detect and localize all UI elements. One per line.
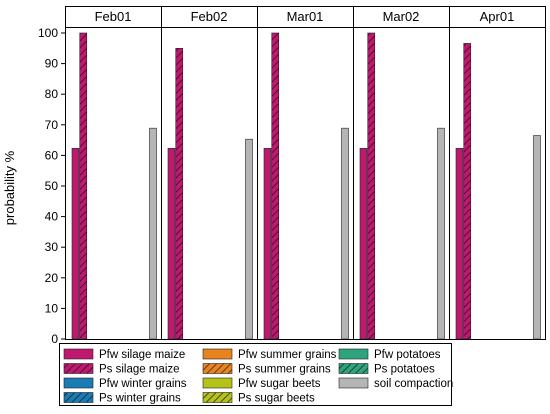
y-tick-label: 70: [45, 118, 59, 132]
legend-label: Ps potatoes: [374, 364, 435, 376]
bar-pfw-silage-maize: [167, 148, 176, 340]
legend-swatch: [338, 348, 369, 360]
bar-ps-silage-maize: [463, 43, 472, 340]
legend-item-pfw-potatoes: Pfw potatoes: [338, 348, 441, 361]
bar-soil-compaction: [341, 127, 349, 340]
legend-swatch: [338, 363, 369, 374]
legend-label: Ps silage maize: [99, 364, 180, 376]
panel-mar01: [257, 27, 354, 340]
bar-ps-silage-maize: [271, 32, 280, 340]
panel-feb02: [161, 27, 258, 340]
facet-header-label: Apr01: [480, 9, 515, 24]
y-tick-label: 80: [45, 87, 59, 101]
legend-swatch: [202, 392, 233, 403]
legend-item-pfw-sugar-beets: Pfw sugar beets: [202, 377, 321, 390]
legend: Pfw silage maize Pfw summer grains Pfw pot…: [59, 343, 453, 406]
legend-label: Ps summer grains: [238, 364, 331, 376]
legend-item-pfw-summer-grains: Pfw summer grains: [202, 348, 337, 361]
panel-feb01: [65, 27, 162, 340]
facet-header-label: Mar02: [383, 9, 420, 24]
y-tick-label: 50: [45, 179, 59, 193]
legend-swatch: [63, 348, 94, 360]
legend-label: Ps sugar beets: [238, 393, 315, 405]
bar-pfw-silage-maize: [263, 148, 272, 340]
legend-item-soil-compaction: soil compaction: [338, 377, 453, 390]
legend-item-ps-potatoes: Ps potatoes: [338, 363, 435, 376]
facet-header-label: Mar01: [287, 9, 324, 24]
bar-soil-compaction: [437, 127, 445, 340]
y-axis: 0 10 20 30 40 50 60 70 80 90 100: [38, 26, 66, 346]
legend-swatch: [202, 348, 233, 360]
legend-item-pfw-silage-maize: Pfw silage maize: [63, 348, 185, 361]
bar-ps-silage-maize: [175, 47, 184, 340]
bar-pfw-silage-maize: [455, 148, 464, 340]
panel-mar02: [353, 27, 450, 340]
panel-apr01: [449, 27, 546, 340]
legend-swatch: [63, 392, 94, 403]
legend-item-ps-winter-grains: Ps winter grains: [63, 392, 181, 405]
bar-ps-silage-maize: [367, 32, 376, 340]
bar-ps-silage-maize: [79, 32, 88, 340]
facet-header-label: Feb02: [191, 9, 228, 24]
legend-item-ps-sugar-beets: Ps sugar beets: [202, 392, 315, 405]
y-tick-label: 60: [45, 148, 59, 162]
legend-swatch: [63, 363, 94, 374]
y-tick-label: 100: [38, 26, 58, 40]
y-axis-label: probability %: [2, 150, 17, 225]
legend-swatch: [338, 377, 369, 389]
legend-label: Pfw summer grains: [238, 349, 337, 361]
facet-headers: Feb01 Feb02 Mar01 Mar02 Apr01: [65, 6, 546, 28]
y-tick-label: 10: [45, 301, 59, 315]
legend-item-ps-summer-grains: Ps summer grains: [202, 363, 331, 376]
legend-swatch: [202, 363, 233, 374]
legend-item-ps-silage-maize: Ps silage maize: [63, 363, 180, 376]
panels: [65, 27, 546, 340]
legend-label: Pfw potatoes: [374, 349, 441, 361]
y-tick-label: 30: [45, 240, 59, 254]
bar-soil-compaction: [533, 135, 541, 340]
legend-item-pfw-winter-grains: Pfw winter grains: [63, 377, 187, 390]
y-tick-label: 90: [45, 57, 59, 71]
bar-soil-compaction: [245, 138, 253, 340]
legend-swatch: [63, 377, 94, 389]
y-tick-label: 40: [45, 210, 59, 224]
legend-swatch: [202, 377, 233, 389]
bar-soil-compaction: [149, 127, 157, 340]
legend-label: Pfw winter grains: [99, 378, 187, 390]
legend-label: soil compaction: [374, 378, 453, 390]
legend-box: [59, 343, 452, 406]
panel-frame: [449, 27, 546, 340]
legend-label: Pfw silage maize: [99, 349, 185, 361]
bar-pfw-silage-maize: [359, 148, 368, 340]
legend-label: Pfw sugar beets: [238, 378, 321, 390]
bar-pfw-silage-maize: [71, 148, 80, 340]
legend-label: Ps winter grains: [99, 393, 181, 405]
y-tick-label: 0: [51, 332, 58, 346]
y-tick-label: 20: [45, 271, 59, 285]
facet-header-label: Feb01: [95, 9, 132, 24]
